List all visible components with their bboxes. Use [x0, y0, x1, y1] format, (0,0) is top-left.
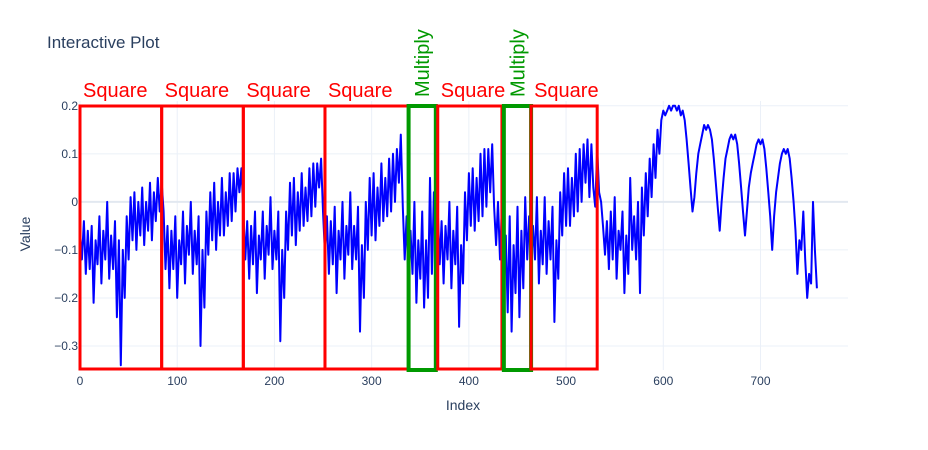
- y-tick-label: 0: [71, 195, 78, 209]
- square-region-label: Square: [328, 80, 393, 102]
- y-tick-label: −0.1: [54, 243, 78, 257]
- square-region-label: Square: [246, 80, 311, 102]
- x-tick-label: 400: [459, 374, 479, 388]
- annotation-regions: Square Square Square Square Multiply Square Mu…: [78, 29, 599, 372]
- y-axis-title: Value: [17, 216, 33, 251]
- y-axis-ticks: −0.3 −0.2 −0.1 0 0.1 0.2: [54, 99, 78, 353]
- y-tick-label: −0.3: [54, 339, 78, 353]
- y-tick-label: 0.1: [61, 147, 78, 161]
- y-tick-label: 0.2: [61, 99, 78, 113]
- series-line: [79, 104, 818, 367]
- series-layer: [79, 104, 818, 367]
- multiply-region-box: [406, 104, 438, 372]
- x-tick-label: 700: [750, 374, 770, 388]
- x-tick-label: 500: [556, 374, 576, 388]
- x-axis-ticks: 0 100 200 300 400 500 600 700: [77, 374, 771, 388]
- square-region-box: [529, 104, 599, 371]
- square-region-label: Square: [534, 80, 599, 102]
- chart-title: Interactive Plot: [47, 33, 160, 52]
- square-region-label: Square: [441, 80, 506, 102]
- x-tick-label: 600: [653, 374, 673, 388]
- x-tick-label: 100: [167, 374, 187, 388]
- multiply-region-label: Multiply: [507, 29, 529, 97]
- square-region-label: Square: [165, 80, 230, 102]
- x-tick-label: 300: [362, 374, 382, 388]
- y-tick-label: −0.2: [54, 291, 78, 305]
- square-region-label: Square: [83, 80, 148, 102]
- multiply-region-label: Multiply: [412, 29, 434, 97]
- x-tick-label: 200: [264, 374, 284, 388]
- x-tick-label: 0: [77, 374, 84, 388]
- x-axis-title: Index: [446, 397, 480, 413]
